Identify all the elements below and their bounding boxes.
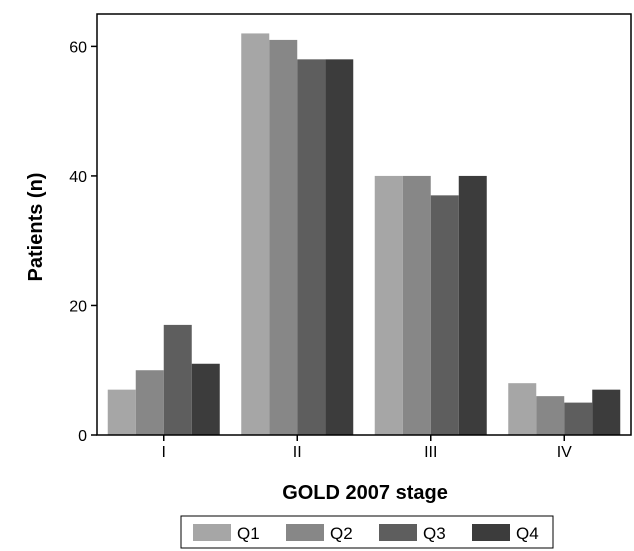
bar-Q4-IV (592, 389, 621, 435)
y-tick-label: 40 (69, 169, 87, 186)
legend-label-Q3: Q3 (423, 524, 446, 543)
x-tick-label: III (424, 444, 437, 461)
y-axis-title: Patients (n) (25, 173, 47, 282)
legend-swatch-Q4 (472, 524, 510, 541)
bar-Q4-II (325, 59, 354, 435)
x-tick-label: I (162, 444, 166, 461)
bar-Q2-I (135, 370, 164, 435)
bar-Q3-I (163, 324, 192, 435)
y-tick-label: 0 (78, 428, 87, 445)
bar-Q1-I (107, 389, 136, 435)
bar-Q2-IV (536, 396, 565, 435)
legend-swatch-Q1 (193, 524, 231, 541)
legend: Q1 Q2 Q3 Q4 (180, 515, 554, 549)
legend-label-Q1: Q1 (237, 524, 260, 543)
bar-Q1-IV (508, 383, 537, 435)
x-tick-label: IV (557, 444, 572, 461)
legend-label-Q2: Q2 (330, 524, 353, 543)
legend-label-Q4: Q4 (516, 524, 539, 543)
bar-Q4-I (191, 363, 220, 435)
bar-Q3-IV (564, 402, 593, 435)
y-tick-label: 20 (69, 298, 87, 315)
y-tick-label: 60 (69, 39, 87, 56)
bar-Q2-III (402, 175, 431, 435)
x-axis-title: GOLD 2007 stage (282, 482, 448, 504)
x-tick-label: II (293, 444, 302, 461)
bar-Q1-II (241, 33, 270, 435)
legend-swatch-Q3 (379, 524, 417, 541)
bar-Q4-III (458, 175, 487, 435)
bars-group (107, 33, 621, 436)
plot-frame (96, 13, 632, 436)
legend-swatch-Q2 (286, 524, 324, 541)
bar-Q2-II (269, 39, 298, 436)
bar-Q3-III (430, 195, 459, 435)
bar-Q1-III (374, 175, 403, 435)
bar-Q3-II (297, 59, 326, 435)
